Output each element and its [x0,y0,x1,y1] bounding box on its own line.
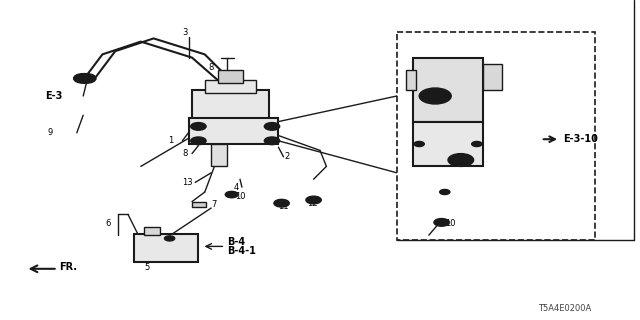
Text: 9: 9 [48,128,53,137]
Bar [192,202,206,207]
Bar [483,64,502,90]
Circle shape [225,191,238,198]
Text: 6: 6 [106,220,111,228]
Circle shape [264,137,280,145]
Bar [144,227,160,235]
Bar [205,80,256,93]
Bar [218,70,243,83]
Text: 7: 7 [211,200,216,209]
Bar [211,144,227,166]
Text: 10: 10 [445,220,455,228]
Text: 1: 1 [168,136,173,145]
Text: 5: 5 [144,263,149,272]
Circle shape [440,189,450,195]
Circle shape [472,141,482,147]
Bar [406,70,416,90]
Circle shape [191,137,206,145]
Text: 8: 8 [208,63,213,72]
Bar [413,122,483,166]
Bar [189,118,278,144]
Text: 11: 11 [278,202,289,211]
Text: B-4: B-4 [227,236,245,247]
Circle shape [419,88,451,104]
Bar [134,234,198,262]
Circle shape [274,199,289,207]
Text: T5A4E0200A: T5A4E0200A [538,304,591,313]
Text: 4: 4 [234,183,239,192]
Circle shape [434,219,449,226]
Circle shape [191,123,206,130]
Text: E-3: E-3 [45,91,62,101]
Bar [397,32,595,240]
Circle shape [164,236,175,241]
Text: 13: 13 [182,178,193,187]
Text: E-3-10: E-3-10 [563,134,598,144]
Circle shape [77,74,96,83]
Circle shape [448,154,474,166]
Bar [413,58,483,122]
Text: FR.: FR. [59,262,77,272]
Text: B-4-1: B-4-1 [227,246,256,256]
Text: 3: 3 [182,28,188,36]
Text: 8: 8 [182,149,188,158]
Circle shape [74,74,93,83]
Text: 12: 12 [307,199,317,208]
Circle shape [414,141,424,147]
Text: 2: 2 [285,152,290,161]
Circle shape [306,196,321,204]
Bar [192,90,269,122]
Circle shape [264,123,280,130]
Text: 10: 10 [235,192,245,201]
